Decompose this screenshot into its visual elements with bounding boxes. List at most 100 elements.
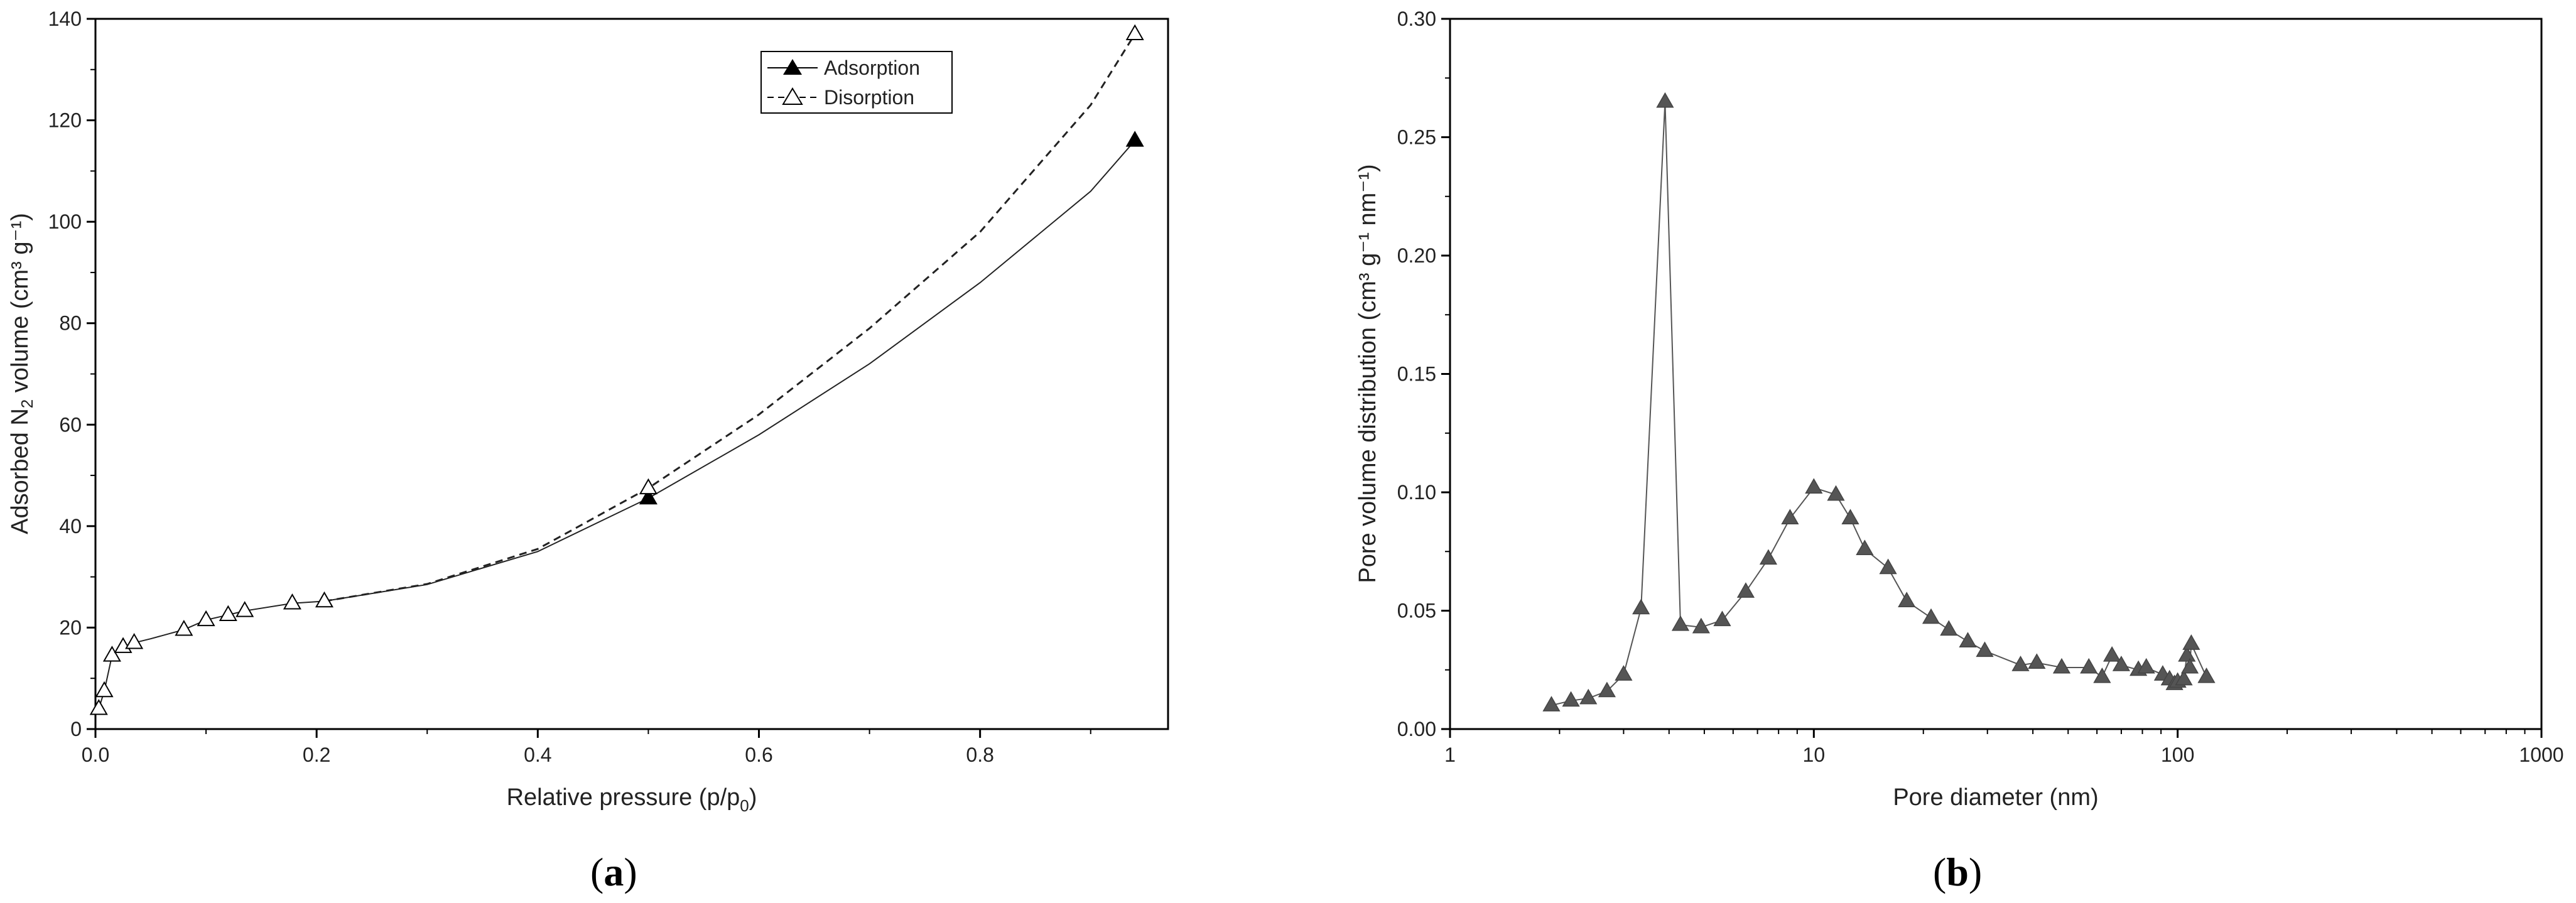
data-point-disorption <box>197 610 215 627</box>
y-tick-label-a: 100 <box>48 210 82 233</box>
y-axis-a: 0 20 40 60 80 100 120 140 <box>48 8 95 740</box>
data-point-pore-distribution <box>2011 656 2030 671</box>
data-point-disorption <box>102 646 121 662</box>
legend-marker-adsorption <box>783 59 802 75</box>
data-point-pore-distribution <box>1692 617 1710 634</box>
x-tick-label-a: 0.6 <box>745 743 772 766</box>
y-tick-label-b: 0.30 <box>1397 8 1436 30</box>
series-line-pore-distribution <box>1551 101 2207 706</box>
data-point-pore-distribution <box>1805 478 1823 494</box>
data-point-pore-distribution <box>1841 509 1859 525</box>
series-markers-b <box>1542 92 2216 711</box>
data-point-pore-distribution <box>1856 539 1874 556</box>
legend-label-disorption: Disorption <box>824 86 914 109</box>
data-point-pore-distribution <box>2197 667 2216 683</box>
y-tick-label-a: 120 <box>48 109 82 132</box>
data-point-pore-distribution <box>1781 509 1799 525</box>
data-point-pore-distribution <box>1656 92 1674 108</box>
series-lines-b <box>1551 101 2207 706</box>
x-tick-label-a: 0.8 <box>966 743 993 766</box>
y-tick-label-b: 0.15 <box>1397 363 1436 386</box>
y-tick-label-a: 20 <box>59 616 82 639</box>
data-point-pore-distribution <box>2175 669 2193 686</box>
data-point-pore-distribution <box>2180 657 2199 674</box>
data-point-disorption <box>235 601 254 617</box>
y-axis-label-a: Adsorbed N2 volume (cm³ g⁻¹) <box>7 213 36 534</box>
y-tick-label-b: 0.00 <box>1397 718 1436 740</box>
panel-label-b: (b) <box>1933 850 1982 894</box>
data-point-pore-distribution <box>1959 632 1977 648</box>
x-tick-label-b: 1 <box>1444 743 1456 766</box>
data-point-pore-distribution <box>2093 667 2111 683</box>
chart-a: 0 20 40 60 80 100 120 140 0.0 0.2 0.4 0.6 0.8 Relat… <box>7 8 1169 894</box>
y-tick-label-a: 0 <box>70 718 82 740</box>
y-axis-b: 0.00 0.05 0.10 0.15 0.20 0.25 0.30 <box>1397 8 1450 740</box>
x-tick-label-a: 0.2 <box>303 743 330 766</box>
x-tick-label-b: 10 <box>1803 743 1826 766</box>
x-tick-label-a: 0.0 <box>82 743 109 766</box>
y-tick-label-b: 0.10 <box>1397 481 1436 504</box>
data-point-pore-distribution <box>1632 598 1650 615</box>
data-point-pore-distribution <box>1759 549 1778 565</box>
chart-b: 0.000.050.100.150.200.250.30 1 10 100 1000 … <box>1355 8 2564 894</box>
data-point-pore-distribution <box>1579 688 1598 705</box>
legend-marker-disorption <box>782 87 803 105</box>
panel-label-a: (a) <box>590 850 637 894</box>
data-point-pore-distribution <box>1736 582 1755 598</box>
data-point-disorption <box>283 593 301 610</box>
legend-a: Adsorption Disorption <box>760 51 953 114</box>
data-point-pore-distribution <box>1879 558 1897 575</box>
x-tick-label-b: 1000 <box>2519 743 2563 766</box>
y-tick-label-a: 40 <box>59 515 82 538</box>
data-point-pore-distribution <box>1671 615 1690 631</box>
data-point-pore-distribution <box>2052 657 2071 674</box>
series-line-adsorption <box>98 140 1135 709</box>
data-point-disorption <box>89 699 108 715</box>
data-point-pore-distribution <box>1922 608 1940 624</box>
y-tick-label-a: 140 <box>48 8 82 30</box>
data-point-disorption <box>175 620 193 636</box>
data-point-pore-distribution <box>1976 641 1994 657</box>
plot-frame-b <box>1449 18 2543 730</box>
x-axis-label-a: Relative pressure (p/p0) <box>507 784 757 815</box>
data-point-adsorption <box>1125 131 1144 147</box>
data-point-pore-distribution <box>1940 620 1958 636</box>
data-point-pore-distribution <box>1827 485 1845 501</box>
data-point-pore-distribution <box>2182 634 2200 650</box>
series-lines-a <box>98 33 1136 709</box>
x-axis-b: 1 10 100 1000 <box>1444 729 2564 766</box>
x-tick-label-b: 100 <box>2161 743 2194 766</box>
x-axis-a: 0.0 0.2 0.4 0.6 0.8 <box>82 729 1091 766</box>
y-tick-label-b: 0.20 <box>1397 244 1436 267</box>
y-tick-label-b: 0.05 <box>1397 600 1436 622</box>
data-point-adsorption <box>639 488 658 505</box>
series-line-disorption <box>324 33 1136 602</box>
x-tick-label-a: 0.4 <box>524 743 551 766</box>
data-point-disorption <box>95 681 114 698</box>
y-tick-label-a: 60 <box>59 413 82 436</box>
data-point-pore-distribution <box>2080 657 2098 674</box>
y-tick-label-a: 80 <box>59 312 82 335</box>
data-point-disorption <box>1125 24 1144 41</box>
y-tick-label-b: 0.25 <box>1397 126 1436 149</box>
data-point-pore-distribution <box>2137 657 2155 674</box>
series-markers-a <box>89 24 1144 715</box>
data-point-pore-distribution <box>1898 592 1916 607</box>
data-point-pore-distribution <box>1598 681 1616 698</box>
data-point-pore-distribution <box>1562 691 1580 707</box>
data-point-disorption <box>125 633 144 649</box>
data-point-pore-distribution <box>1615 665 1633 681</box>
y-axis-label-b: Pore volume distribution (cm³ g⁻¹ nm⁻¹) <box>1355 164 1381 583</box>
data-point-pore-distribution <box>2103 646 2121 662</box>
legend-label-adsorption: Adsorption <box>824 57 920 79</box>
plot-frame-a <box>94 18 1169 730</box>
data-point-disorption <box>219 605 237 622</box>
x-axis-label-b: Pore diameter (nm) <box>1893 784 2098 811</box>
data-point-pore-distribution <box>1713 610 1731 627</box>
data-point-pore-distribution <box>2112 656 2131 671</box>
data-point-disorption <box>315 591 334 608</box>
data-point-pore-distribution <box>1542 696 1561 711</box>
data-point-disorption <box>639 478 658 495</box>
data-point-pore-distribution <box>2028 653 2046 669</box>
